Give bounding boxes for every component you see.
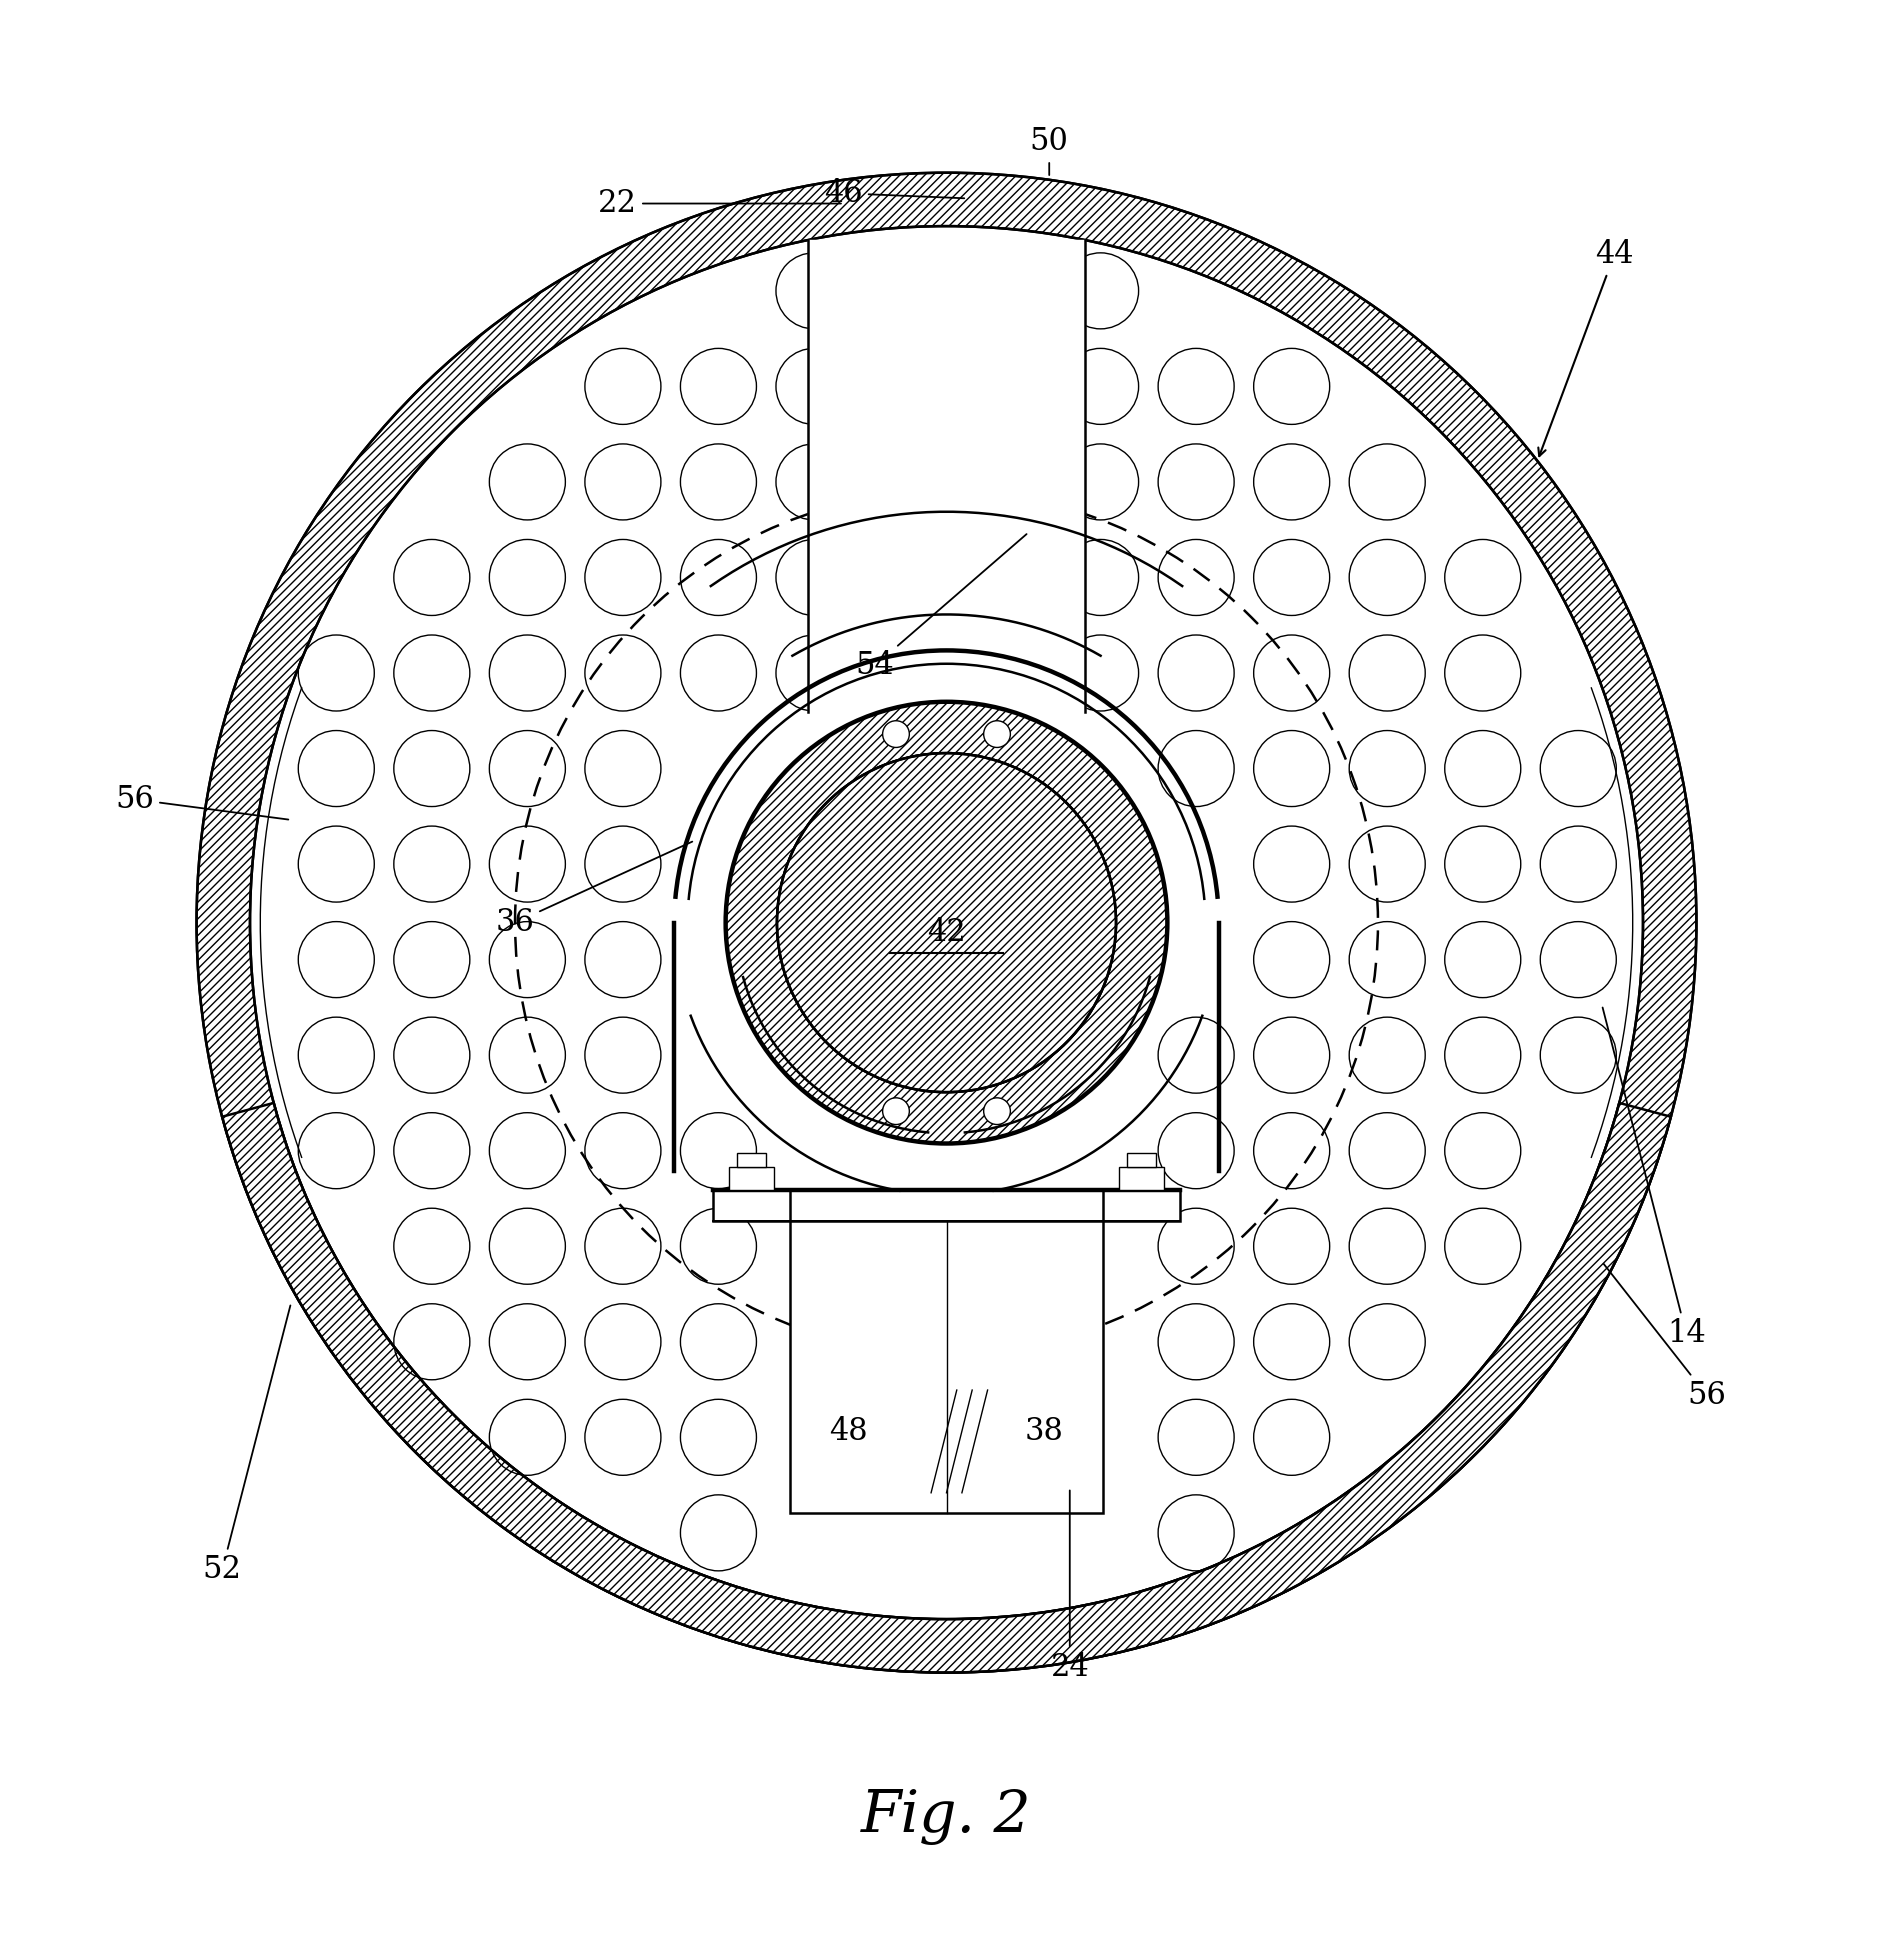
Text: 36: 36 bbox=[496, 842, 693, 939]
Wedge shape bbox=[221, 1103, 1672, 1673]
Wedge shape bbox=[725, 701, 1168, 1143]
Text: 50: 50 bbox=[1030, 127, 1070, 175]
Bar bbox=[1104, 1190, 1179, 1221]
Text: 46: 46 bbox=[825, 177, 964, 208]
Text: 48: 48 bbox=[829, 1416, 869, 1447]
Circle shape bbox=[984, 721, 1011, 748]
Circle shape bbox=[882, 721, 909, 748]
Bar bbox=[1128, 1153, 1157, 1167]
Text: 42: 42 bbox=[928, 918, 965, 949]
Text: Fig. 2: Fig. 2 bbox=[861, 1788, 1032, 1845]
Polygon shape bbox=[808, 240, 1085, 713]
Text: 38: 38 bbox=[1024, 1416, 1064, 1447]
Text: 56: 56 bbox=[1603, 1264, 1726, 1410]
Text: 56: 56 bbox=[115, 783, 288, 820]
Bar bbox=[1119, 1167, 1164, 1190]
Wedge shape bbox=[197, 173, 1696, 1673]
Text: 14: 14 bbox=[1603, 1007, 1706, 1350]
Text: 44: 44 bbox=[1539, 240, 1634, 456]
Text: 24: 24 bbox=[1051, 1490, 1088, 1683]
Bar bbox=[736, 1153, 765, 1167]
Text: 54: 54 bbox=[856, 534, 1026, 682]
Circle shape bbox=[882, 1099, 909, 1124]
Text: 22: 22 bbox=[598, 189, 840, 218]
Bar bbox=[714, 1190, 789, 1221]
Bar bbox=[789, 1221, 1104, 1514]
Circle shape bbox=[984, 1099, 1011, 1124]
Text: 52: 52 bbox=[203, 1305, 290, 1586]
Bar bbox=[729, 1167, 774, 1190]
Circle shape bbox=[776, 754, 1117, 1093]
